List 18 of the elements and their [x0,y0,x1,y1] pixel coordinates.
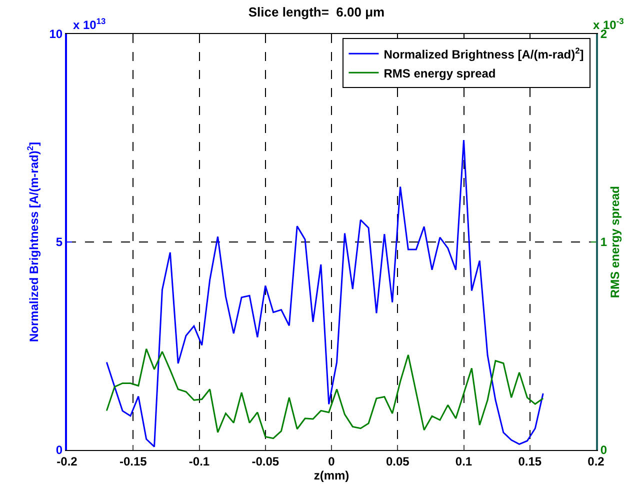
x-tick-label: -0.05 [252,454,280,468]
text: x 10$^{13}$ [73,16,106,32]
legend-label: Normalized Brightness [A/(m-rad)$^{2}$] [384,45,584,62]
x-tick-label: 0.05 [386,454,410,468]
line-series [106,348,544,440]
y-tick-label: 5 [56,235,63,250]
chart-title: Slice length= 6.00 μm [248,4,385,20]
legend-label: RMS energy spread [384,66,496,80]
x-tick-label: 0.15 [518,454,542,468]
x-tick-label: 0 [328,454,336,468]
x-tick-label: -0.1 [188,454,210,468]
y-tick-label: 10 [49,27,63,42]
x-tick-label: -0.15 [119,454,148,468]
x-axis-title: z(mm) [314,468,350,482]
y2-axis-title: RMS energy spread [608,186,622,298]
y2-tick-label: 1 [600,235,608,250]
x-tick-label: 0.1 [455,454,472,468]
line-series [106,139,544,448]
